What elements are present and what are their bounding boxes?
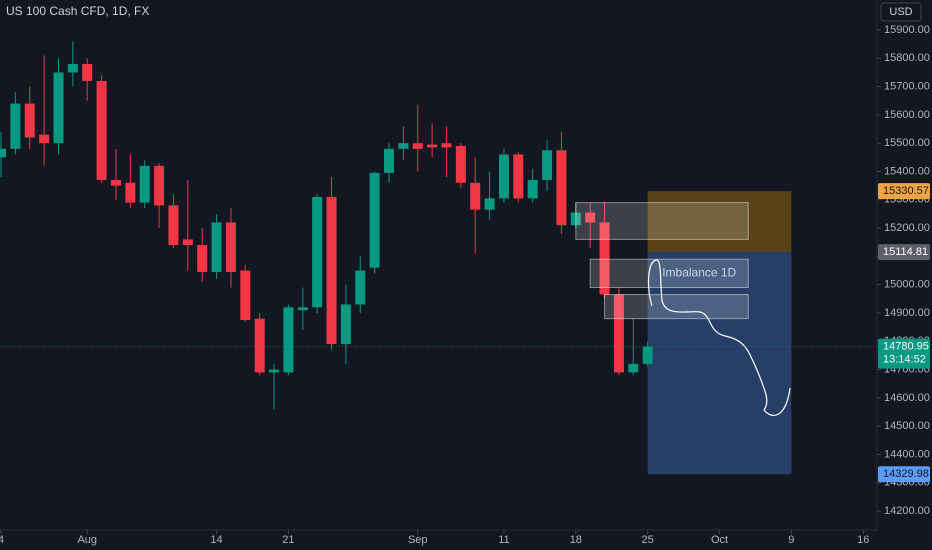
stop-tag bbox=[878, 183, 930, 200]
candles-layer bbox=[0, 41, 653, 410]
x-tick-label: 16 bbox=[857, 534, 869, 546]
y-tick-label: 14400.00 bbox=[884, 448, 930, 460]
candle-body bbox=[67, 63, 78, 73]
candle-body bbox=[225, 222, 236, 272]
chart-title: US 100 Cash CFD, 1D, FX bbox=[6, 4, 149, 18]
y-tick-label: 15700.00 bbox=[884, 80, 930, 92]
candle-body bbox=[139, 165, 150, 203]
candle-body bbox=[240, 270, 251, 321]
y-tick-label: 15400.00 bbox=[884, 165, 930, 177]
x-tick-label: 14 bbox=[210, 534, 222, 546]
y-tick-label: 15800.00 bbox=[884, 52, 930, 64]
candle-body bbox=[254, 318, 265, 373]
candle-body bbox=[441, 143, 452, 148]
imbalance-zone bbox=[589, 258, 749, 288]
candle-body bbox=[513, 154, 524, 199]
candle-body bbox=[82, 63, 93, 81]
y-tick-label: 15000.00 bbox=[884, 279, 930, 291]
stop-tag-label: 15330.57 bbox=[883, 185, 929, 197]
x-tick-label: 4 bbox=[0, 534, 4, 546]
candle-body bbox=[355, 270, 366, 305]
y-tick-label: 15600.00 bbox=[884, 109, 930, 121]
last-price-label: 14780.95 bbox=[883, 341, 929, 353]
candle-body bbox=[326, 196, 337, 345]
last-price-tag bbox=[878, 338, 930, 369]
target-tag-label: 14329.98 bbox=[883, 468, 929, 480]
candle-body bbox=[211, 222, 222, 272]
x-tick-label: 21 bbox=[282, 534, 294, 546]
x-tick-label: 11 bbox=[498, 534, 509, 546]
candle-body bbox=[110, 179, 121, 186]
candle-body bbox=[154, 165, 165, 206]
candle-body bbox=[369, 172, 380, 268]
candle-body bbox=[168, 205, 179, 246]
candle-body bbox=[10, 103, 21, 149]
candle-body bbox=[484, 198, 495, 210]
candle-body bbox=[628, 363, 639, 373]
candle-body bbox=[340, 304, 351, 345]
candle-body bbox=[125, 182, 136, 203]
freehand-drawing bbox=[647, 259, 791, 416]
imbalance-label: Imbalance 1D bbox=[662, 266, 736, 280]
candle-body bbox=[570, 212, 581, 226]
candle-body bbox=[269, 369, 280, 373]
x-tick-label: Oct bbox=[711, 534, 728, 546]
candle-body bbox=[24, 103, 35, 138]
candle-body bbox=[556, 150, 567, 226]
entry-tag bbox=[878, 244, 930, 261]
candle-body bbox=[197, 245, 208, 272]
y-tick-label: 15200.00 bbox=[884, 222, 930, 234]
x-tick-label: Aug bbox=[77, 534, 97, 546]
candle-body bbox=[412, 143, 423, 149]
candle-body bbox=[527, 179, 538, 199]
candle-body bbox=[0, 148, 7, 158]
candle-body bbox=[455, 146, 466, 183]
candle-body bbox=[542, 150, 553, 180]
candle-body bbox=[312, 196, 323, 308]
candle-body bbox=[384, 148, 395, 173]
y-tick-label: 14600.00 bbox=[884, 392, 930, 404]
candle-body bbox=[96, 80, 107, 180]
imbalance-zone bbox=[604, 294, 749, 320]
zones-layer bbox=[647, 191, 792, 475]
x-tick-label: Sep bbox=[408, 534, 428, 546]
y-tick-label: 15900.00 bbox=[884, 24, 930, 36]
imbalance-zone bbox=[575, 202, 749, 240]
candle-body bbox=[398, 143, 409, 149]
y-tick-label: 14200.00 bbox=[884, 505, 930, 517]
candle-body bbox=[283, 307, 294, 373]
candle-body bbox=[585, 212, 596, 223]
countdown-label: 13:14:52 bbox=[883, 354, 926, 366]
y-tick-label: 14900.00 bbox=[884, 307, 930, 319]
currency-button[interactable] bbox=[880, 2, 922, 22]
candle-body bbox=[498, 154, 509, 199]
x-tick-label: 9 bbox=[788, 534, 794, 546]
candle-body bbox=[39, 134, 50, 144]
target-tag bbox=[878, 466, 930, 483]
target-zone bbox=[647, 252, 792, 475]
candle-body bbox=[470, 182, 481, 210]
currency-label[interactable]: USD bbox=[889, 6, 912, 18]
candle-body bbox=[642, 346, 653, 364]
candle-body bbox=[599, 222, 610, 295]
y-tick-label: 14500.00 bbox=[884, 420, 930, 432]
stop-zone bbox=[647, 191, 792, 253]
candle-body bbox=[53, 72, 64, 144]
x-tick-label: 18 bbox=[570, 534, 582, 546]
candle-body bbox=[427, 144, 438, 148]
y-tick-label: 15500.00 bbox=[884, 137, 930, 149]
candle-body bbox=[613, 294, 624, 373]
candle-body bbox=[297, 307, 308, 311]
x-tick-label: 25 bbox=[642, 534, 654, 546]
entry-tag-label: 15114.81 bbox=[883, 246, 928, 258]
candle-body bbox=[182, 239, 193, 246]
